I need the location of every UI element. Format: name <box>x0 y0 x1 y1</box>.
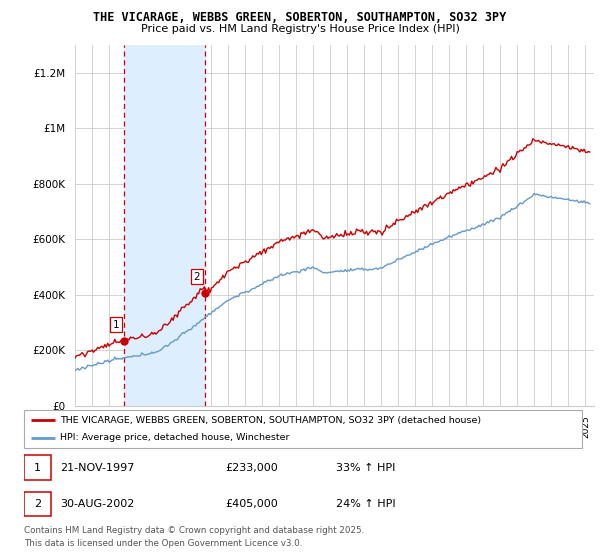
Bar <box>124 45 205 406</box>
Text: 1: 1 <box>112 320 119 330</box>
Text: 2: 2 <box>194 272 200 282</box>
Text: Price paid vs. HM Land Registry's House Price Index (HPI): Price paid vs. HM Land Registry's House … <box>140 24 460 34</box>
Text: THE VICARAGE, WEBBS GREEN, SOBERTON, SOUTHAMPTON, SO32 3PY: THE VICARAGE, WEBBS GREEN, SOBERTON, SOU… <box>94 11 506 24</box>
FancyBboxPatch shape <box>24 492 51 516</box>
Text: £233,000: £233,000 <box>225 463 278 473</box>
Text: THE VICARAGE, WEBBS GREEN, SOBERTON, SOUTHAMPTON, SO32 3PY (detached house): THE VICARAGE, WEBBS GREEN, SOBERTON, SOU… <box>60 416 481 424</box>
Text: Contains HM Land Registry data © Crown copyright and database right 2025.
This d: Contains HM Land Registry data © Crown c… <box>24 526 364 548</box>
Text: 21-NOV-1997: 21-NOV-1997 <box>60 463 134 473</box>
FancyBboxPatch shape <box>24 410 582 448</box>
Text: 2: 2 <box>34 499 41 509</box>
Text: 24% ↑ HPI: 24% ↑ HPI <box>337 499 396 509</box>
Text: 30-AUG-2002: 30-AUG-2002 <box>60 499 134 509</box>
FancyBboxPatch shape <box>24 455 51 480</box>
Text: 33% ↑ HPI: 33% ↑ HPI <box>337 463 396 473</box>
Text: £405,000: £405,000 <box>225 499 278 509</box>
Text: 1: 1 <box>34 463 41 473</box>
Text: HPI: Average price, detached house, Winchester: HPI: Average price, detached house, Winc… <box>60 433 290 442</box>
